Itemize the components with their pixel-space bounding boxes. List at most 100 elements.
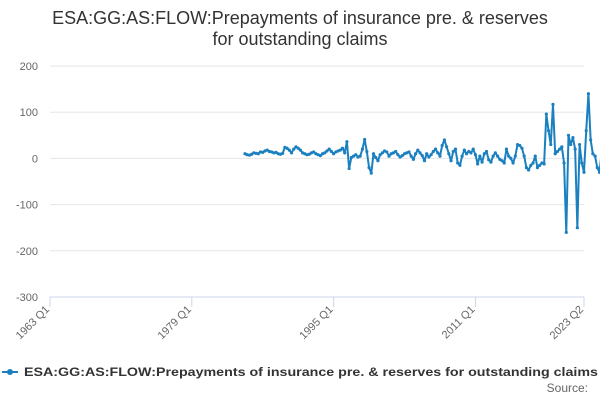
data-point[interactable] xyxy=(416,148,420,152)
data-point[interactable] xyxy=(464,152,469,156)
data-point[interactable] xyxy=(298,148,302,152)
data-point[interactable] xyxy=(414,152,418,156)
data-point[interactable] xyxy=(438,154,442,158)
data-point[interactable] xyxy=(460,154,464,158)
data-point[interactable] xyxy=(478,154,482,158)
data-point[interactable] xyxy=(418,151,422,155)
data-point[interactable] xyxy=(380,151,384,155)
data-point[interactable] xyxy=(551,102,555,106)
data-point[interactable] xyxy=(595,166,599,170)
data-point[interactable] xyxy=(445,145,449,149)
data-point[interactable] xyxy=(560,145,564,149)
data-point[interactable] xyxy=(597,170,600,174)
data-point[interactable] xyxy=(553,152,557,156)
data-point[interactable] xyxy=(520,146,524,150)
data-point[interactable] xyxy=(458,163,462,167)
data-point[interactable] xyxy=(489,160,493,164)
data-point[interactable] xyxy=(396,153,400,157)
data-point[interactable] xyxy=(527,168,531,172)
data-point[interactable] xyxy=(529,163,533,167)
data-point[interactable] xyxy=(462,148,466,152)
data-point[interactable] xyxy=(407,150,411,154)
data-point[interactable] xyxy=(522,154,526,158)
data-point[interactable] xyxy=(394,149,398,154)
data-point[interactable] xyxy=(580,161,584,165)
data-point[interactable] xyxy=(538,163,542,167)
data-point[interactable] xyxy=(480,160,484,164)
data-point[interactable] xyxy=(504,147,509,151)
data-point[interactable] xyxy=(502,161,506,165)
data-point[interactable] xyxy=(387,154,391,158)
data-point[interactable] xyxy=(371,152,376,156)
data-point[interactable] xyxy=(533,154,537,158)
data-point[interactable] xyxy=(332,152,336,156)
data-point[interactable] xyxy=(296,146,300,150)
data-point[interactable] xyxy=(327,147,331,151)
data-point[interactable] xyxy=(429,153,433,157)
data-point[interactable] xyxy=(491,154,495,158)
data-point[interactable] xyxy=(482,152,486,156)
data-point[interactable] xyxy=(564,230,568,234)
data-point[interactable] xyxy=(566,133,571,137)
data-point[interactable] xyxy=(447,152,451,156)
data-point[interactable] xyxy=(493,151,497,155)
data-point[interactable] xyxy=(312,150,316,154)
data-point[interactable] xyxy=(369,171,373,175)
data-point[interactable] xyxy=(453,147,458,151)
data-point[interactable] xyxy=(378,153,382,157)
data-point[interactable] xyxy=(427,155,431,159)
data-point[interactable] xyxy=(549,142,553,147)
series-group[interactable] xyxy=(243,92,600,257)
data-point[interactable] xyxy=(562,161,566,165)
data-point[interactable] xyxy=(325,149,329,153)
data-point[interactable] xyxy=(256,152,260,156)
data-point[interactable] xyxy=(343,151,347,155)
data-point[interactable] xyxy=(347,166,351,171)
data-point[interactable] xyxy=(431,149,435,154)
legend[interactable]: ESA:GG:AS:FLOW:Prepayments of insurance … xyxy=(2,365,598,379)
data-point[interactable] xyxy=(507,154,511,158)
data-point[interactable] xyxy=(546,129,551,133)
data-point[interactable] xyxy=(323,151,327,155)
data-point[interactable] xyxy=(471,147,475,151)
data-point[interactable] xyxy=(433,147,438,151)
data-point[interactable] xyxy=(573,147,577,151)
data-point[interactable] xyxy=(289,151,294,155)
data-point[interactable] xyxy=(411,157,415,161)
data-point[interactable] xyxy=(509,156,513,160)
data-point[interactable] xyxy=(440,143,444,148)
data-point[interactable] xyxy=(511,161,515,165)
data-point[interactable] xyxy=(456,161,460,165)
data-point[interactable] xyxy=(589,138,593,142)
legend-item-label[interactable]: ESA:GG:AS:FLOW:Prepayments of insurance … xyxy=(24,365,598,379)
data-point[interactable] xyxy=(338,148,342,152)
data-point[interactable] xyxy=(329,149,333,154)
data-point[interactable] xyxy=(544,112,548,116)
data-point[interactable] xyxy=(425,152,429,156)
data-point[interactable] xyxy=(376,159,380,163)
data-point[interactable] xyxy=(285,146,289,150)
data-point[interactable] xyxy=(374,155,378,160)
data-point[interactable] xyxy=(367,166,371,170)
data-point[interactable] xyxy=(584,129,588,133)
data-point[interactable] xyxy=(420,154,424,158)
data-point[interactable] xyxy=(513,154,517,158)
data-point[interactable] xyxy=(360,147,365,151)
data-point[interactable] xyxy=(569,142,573,147)
data-point[interactable] xyxy=(535,166,540,170)
data-point[interactable] xyxy=(484,149,489,154)
data-point[interactable] xyxy=(577,142,582,147)
data-point[interactable] xyxy=(281,151,285,155)
data-point[interactable] xyxy=(473,153,478,157)
data-point[interactable] xyxy=(582,170,586,174)
data-point[interactable] xyxy=(469,151,473,155)
data-point[interactable] xyxy=(555,149,560,154)
data-point[interactable] xyxy=(518,143,522,148)
data-point[interactable] xyxy=(591,152,595,156)
data-point[interactable] xyxy=(593,154,597,158)
data-point[interactable] xyxy=(451,149,455,154)
data-point[interactable] xyxy=(340,146,345,150)
data-point[interactable] xyxy=(449,159,453,163)
data-point[interactable] xyxy=(318,154,322,158)
data-point[interactable] xyxy=(354,153,358,157)
